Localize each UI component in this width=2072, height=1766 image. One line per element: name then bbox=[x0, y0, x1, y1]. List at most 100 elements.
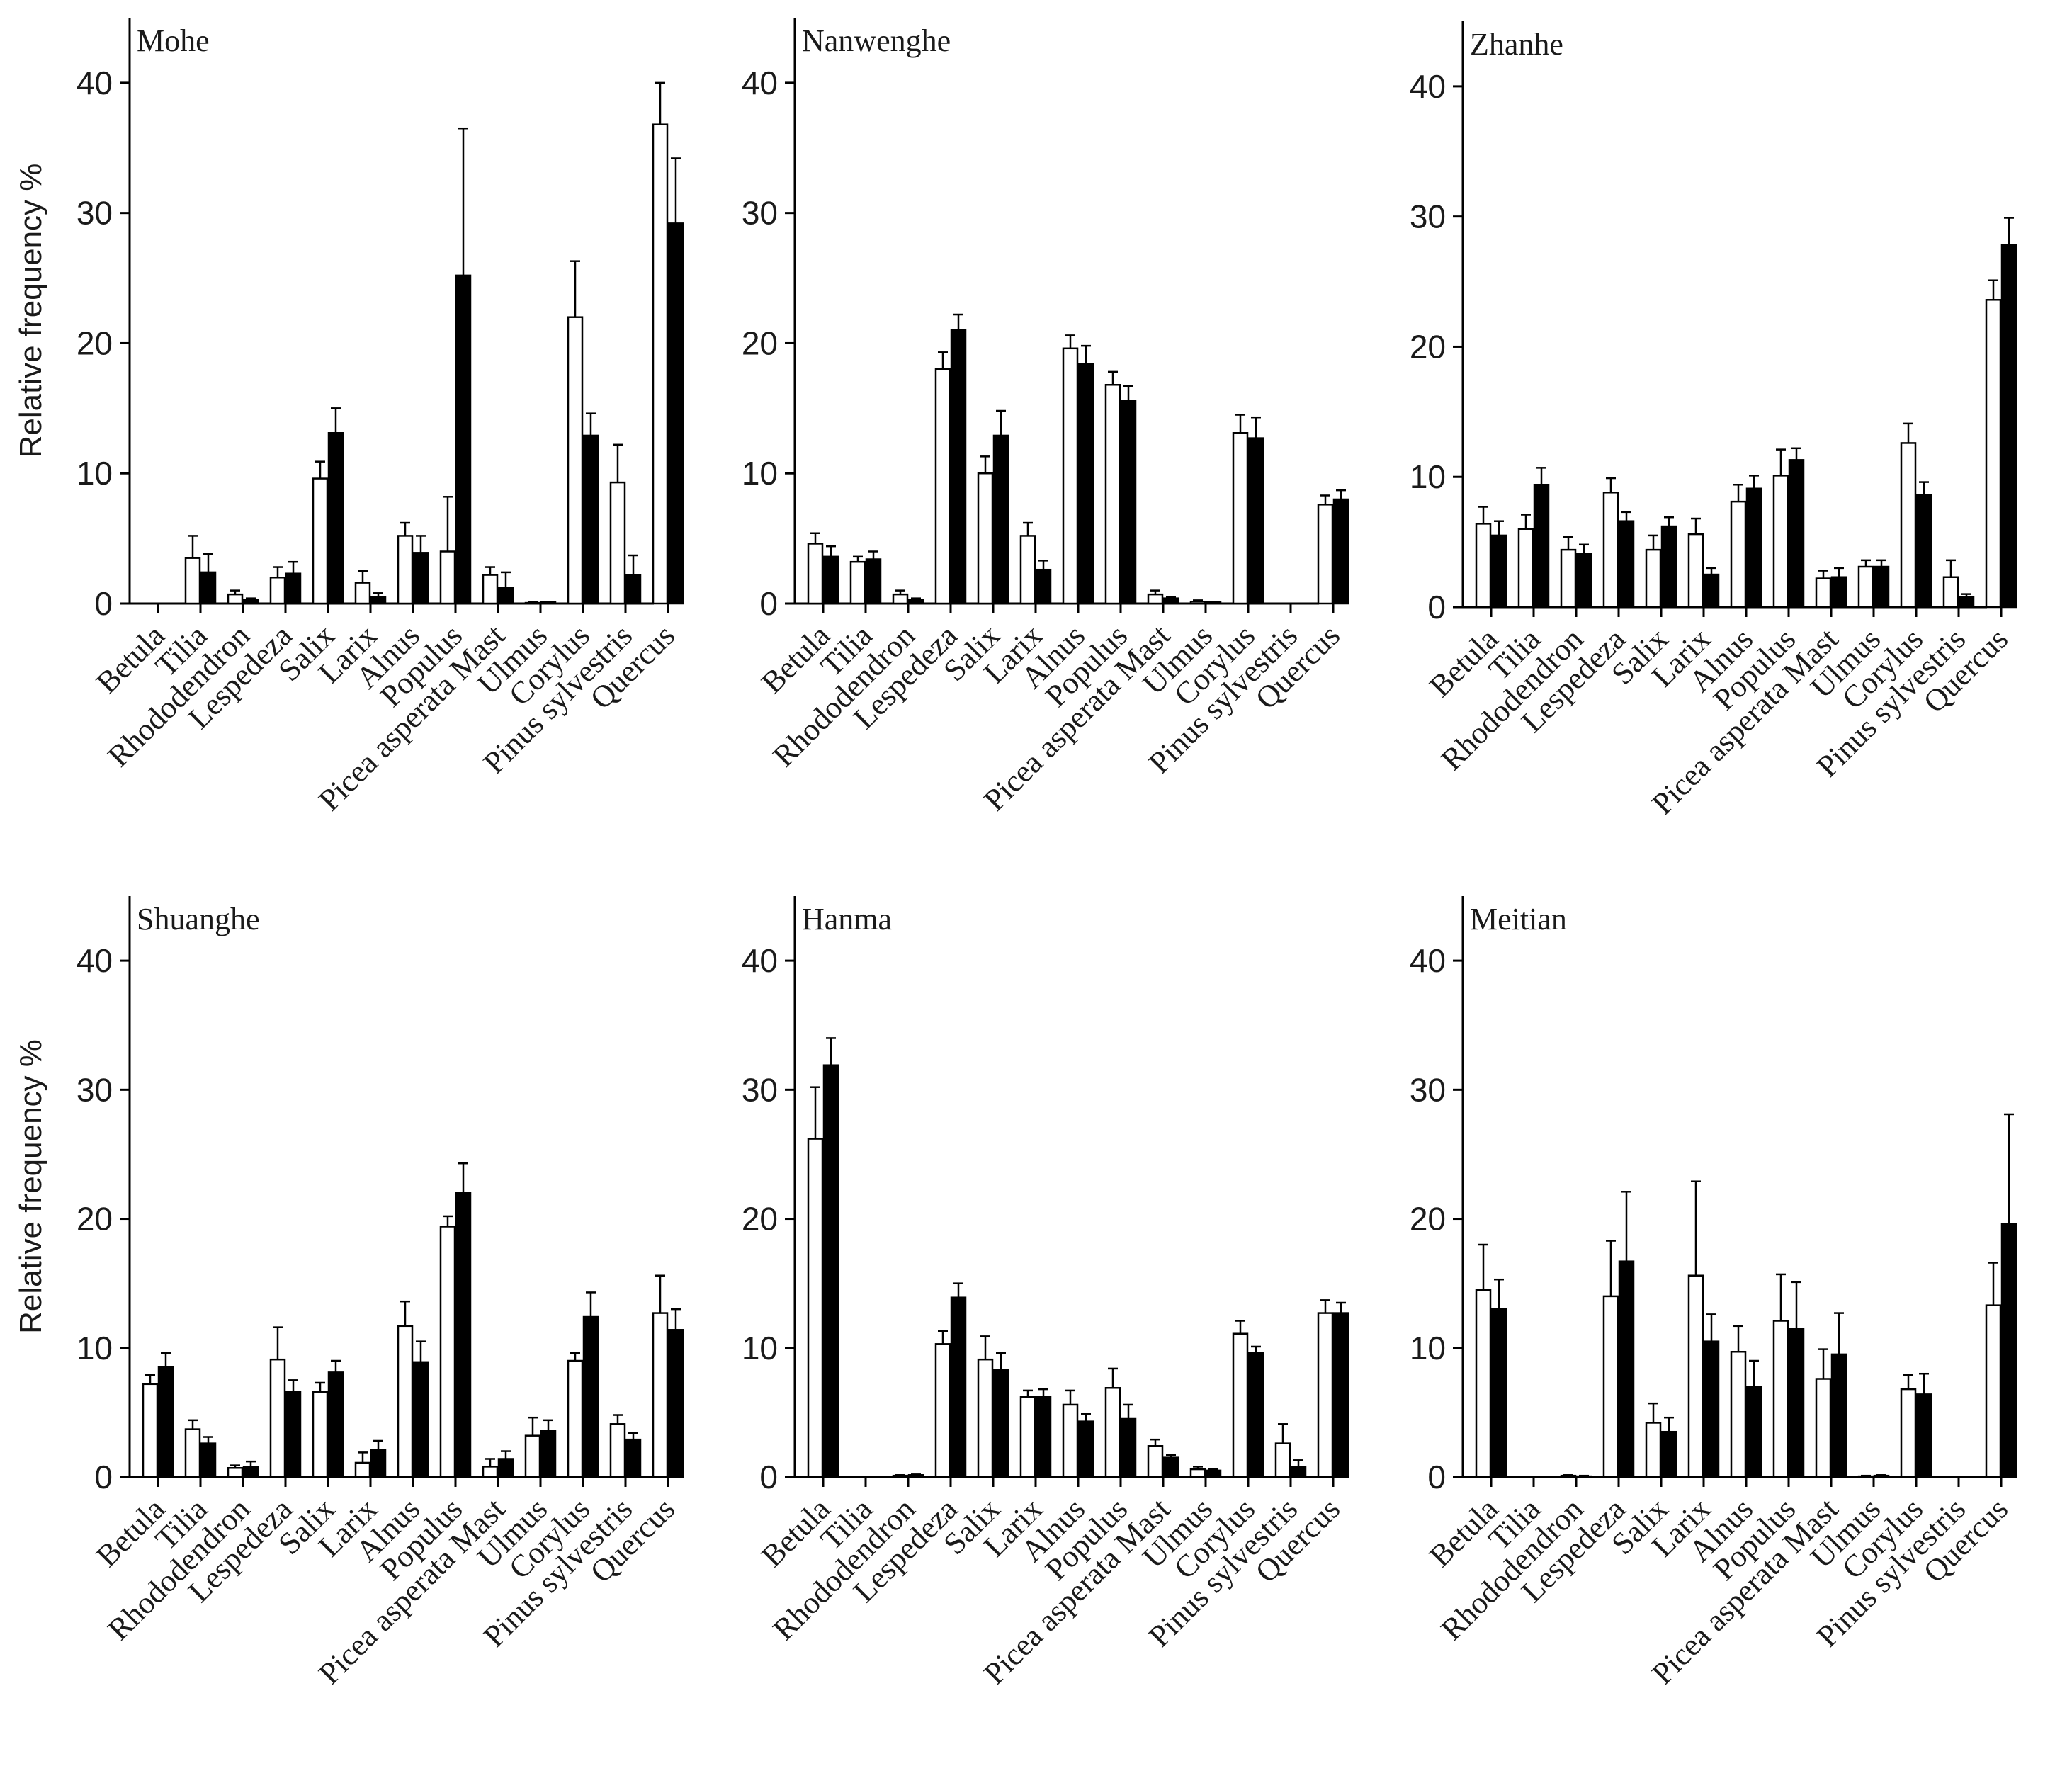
bar-open-lespedeza bbox=[269, 1358, 286, 1478]
bar-filled-populus bbox=[455, 274, 472, 605]
bar-open-corylus bbox=[1232, 432, 1249, 605]
bar-filled-populus bbox=[1788, 1328, 1805, 1478]
panel-meitian: 010203040MeitianBetulaTiliaRhododendronL… bbox=[1410, 896, 2017, 1691]
bar-filled-tilia bbox=[865, 558, 882, 605]
panel-title: Nanwenghe bbox=[802, 23, 951, 58]
y-tick-label: 20 bbox=[77, 1201, 113, 1238]
bar-open-pinus-sylvestris bbox=[1942, 576, 1959, 609]
y-tick-label: 30 bbox=[77, 195, 113, 232]
bar-filled-pinus-sylvestris bbox=[1290, 1466, 1307, 1478]
bar-filled-alnus bbox=[412, 552, 429, 605]
bar-open-quercus bbox=[1985, 299, 2002, 609]
bar-open-populus bbox=[1104, 384, 1121, 605]
bar-open-pinus-sylvestris bbox=[1274, 1442, 1291, 1478]
bar-open-quercus bbox=[1985, 1304, 2002, 1478]
bar-open-betula bbox=[1475, 523, 1492, 609]
bar-open-picea-asperata-mast bbox=[1147, 593, 1164, 605]
bar-open-rhododendron bbox=[227, 593, 244, 605]
y-tick-label: 0 bbox=[759, 1459, 778, 1495]
bar-filled-salix bbox=[327, 1371, 344, 1478]
bar-filled-salix bbox=[992, 1369, 1009, 1478]
y-tick-label: 20 bbox=[1410, 328, 1446, 365]
y-tick-label: 0 bbox=[94, 1459, 113, 1495]
bar-open-larix bbox=[1687, 1274, 1704, 1478]
bar-open-corylus bbox=[1900, 442, 1917, 609]
y-tick-label: 30 bbox=[77, 1071, 113, 1108]
bar-filled-corylus bbox=[582, 434, 599, 605]
bar-open-tilia bbox=[184, 1428, 201, 1478]
y-tick-label: 30 bbox=[742, 195, 778, 232]
y-tick-label: 40 bbox=[1410, 68, 1446, 105]
bar-filled-populus bbox=[455, 1192, 472, 1478]
bar-open-lespedeza bbox=[934, 1343, 951, 1478]
bar-filled-lespedeza bbox=[950, 1296, 967, 1478]
bar-open-alnus bbox=[1730, 500, 1747, 609]
bar-open-corylus bbox=[567, 316, 584, 605]
bar-open-salix bbox=[312, 1391, 329, 1478]
bar-filled-tilia bbox=[200, 571, 217, 605]
bar-filled-salix bbox=[1660, 1430, 1677, 1478]
bar-filled-picea-asperata-mast bbox=[1162, 597, 1179, 605]
bar-open-picea-asperata-mast bbox=[1147, 1445, 1164, 1478]
bar-open-salix bbox=[977, 472, 994, 605]
panel-zhanhe: 010203040ZhanheBetulaTiliaRhododendronLe… bbox=[1410, 21, 2017, 821]
bar-filled-alnus bbox=[1745, 1386, 1762, 1478]
bar-open-picea-asperata-mast bbox=[1815, 1378, 1832, 1478]
bar-open-lespedeza bbox=[934, 368, 951, 605]
y-tick-label: 10 bbox=[1410, 1330, 1446, 1366]
y-tick-label: 0 bbox=[1427, 1459, 1446, 1495]
bar-open-corylus bbox=[1232, 1332, 1249, 1478]
bar-filled-betula bbox=[822, 555, 839, 605]
bar-filled-quercus bbox=[1332, 1312, 1349, 1478]
y-axis-label: Relative frequency % bbox=[13, 164, 48, 458]
y-tick-label: 10 bbox=[77, 1330, 113, 1366]
bar-filled-corylus bbox=[1915, 1393, 1932, 1478]
bar-filled-alnus bbox=[1077, 1420, 1094, 1478]
bar-filled-lespedeza bbox=[1618, 520, 1635, 609]
bar-open-lespedeza bbox=[1602, 1295, 1619, 1478]
bar-open-alnus bbox=[1730, 1350, 1747, 1478]
bar-filled-ulmus bbox=[1873, 565, 1890, 609]
bar-filled-picea-asperata-mast bbox=[497, 587, 514, 605]
y-tick-label: 20 bbox=[1410, 1201, 1446, 1238]
bar-filled-populus bbox=[1120, 1417, 1137, 1478]
bar-open-corylus bbox=[567, 1359, 584, 1478]
bar-open-populus bbox=[1772, 1320, 1789, 1478]
bar-open-betula bbox=[807, 543, 824, 605]
bar-open-alnus bbox=[397, 1325, 414, 1478]
bar-filled-lespedeza bbox=[285, 572, 302, 605]
bar-open-larix bbox=[1019, 1396, 1036, 1478]
y-tick-label: 40 bbox=[77, 942, 113, 979]
y-tick-label: 40 bbox=[1410, 942, 1446, 979]
bar-open-salix bbox=[1645, 1422, 1662, 1478]
panel-nanwenghe: 010203040NanwengheBetulaTiliaRhododendro… bbox=[742, 18, 1349, 817]
bar-open-quercus bbox=[652, 1312, 669, 1478]
bar-filled-larix bbox=[370, 596, 387, 605]
bar-filled-rhododendron bbox=[907, 1474, 924, 1478]
bar-filled-corylus bbox=[1915, 494, 1932, 609]
bar-open-betula bbox=[807, 1138, 824, 1478]
panel-title: Zhanhe bbox=[1470, 27, 1563, 62]
bar-open-ulmus bbox=[1189, 600, 1206, 605]
panel-title: Mohe bbox=[137, 23, 210, 58]
bar-open-picea-asperata-mast bbox=[1815, 577, 1832, 609]
bar-open-quercus bbox=[652, 123, 669, 605]
bar-open-populus bbox=[1772, 475, 1789, 609]
bar-filled-larix bbox=[1703, 1340, 1720, 1478]
bar-open-ulmus bbox=[1857, 565, 1874, 609]
bar-filled-betula bbox=[822, 1064, 839, 1478]
bar-filled-tilia bbox=[200, 1442, 217, 1478]
bar-filled-quercus bbox=[1332, 498, 1349, 605]
bar-filled-ulmus bbox=[1205, 1469, 1222, 1478]
y-tick-label: 30 bbox=[1410, 1071, 1446, 1108]
y-tick-label: 10 bbox=[742, 455, 778, 492]
bar-filled-rhododendron bbox=[242, 599, 259, 605]
y-tick-label: 40 bbox=[742, 64, 778, 101]
bar-filled-corylus bbox=[582, 1315, 599, 1478]
bar-open-betula bbox=[142, 1383, 159, 1478]
bar-filled-corylus bbox=[1247, 1352, 1264, 1478]
bar-filled-lespedeza bbox=[950, 329, 967, 605]
bar-open-quercus bbox=[1317, 1312, 1334, 1478]
